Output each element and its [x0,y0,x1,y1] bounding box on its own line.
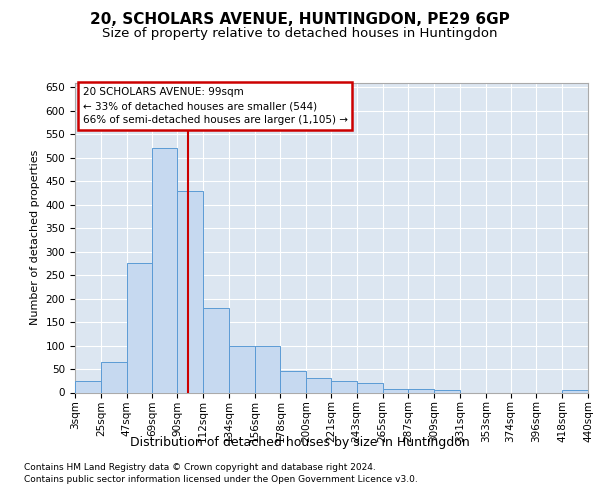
Bar [331,381,357,392]
Text: Contains HM Land Registry data © Crown copyright and database right 2024.: Contains HM Land Registry data © Crown c… [24,464,376,472]
Bar [177,190,203,392]
Bar [127,264,152,392]
Bar [383,388,409,392]
Y-axis label: Number of detached properties: Number of detached properties [30,150,40,325]
Bar [306,378,331,392]
Bar [357,383,383,392]
Text: Size of property relative to detached houses in Huntingdon: Size of property relative to detached ho… [102,26,498,40]
Bar [101,362,127,392]
Bar [75,381,101,392]
Text: Contains public sector information licensed under the Open Government Licence v3: Contains public sector information licen… [24,475,418,484]
Bar [562,390,588,392]
Bar [203,308,229,392]
Text: 20 SCHOLARS AVENUE: 99sqm
← 33% of detached houses are smaller (544)
66% of semi: 20 SCHOLARS AVENUE: 99sqm ← 33% of detac… [83,87,347,125]
Text: Distribution of detached houses by size in Huntingdon: Distribution of detached houses by size … [130,436,470,449]
Bar [409,389,434,392]
Bar [434,390,460,392]
Bar [152,148,177,392]
Bar [280,372,306,392]
Bar [229,346,254,393]
Bar [254,346,280,393]
Text: 20, SCHOLARS AVENUE, HUNTINGDON, PE29 6GP: 20, SCHOLARS AVENUE, HUNTINGDON, PE29 6G… [90,12,510,28]
